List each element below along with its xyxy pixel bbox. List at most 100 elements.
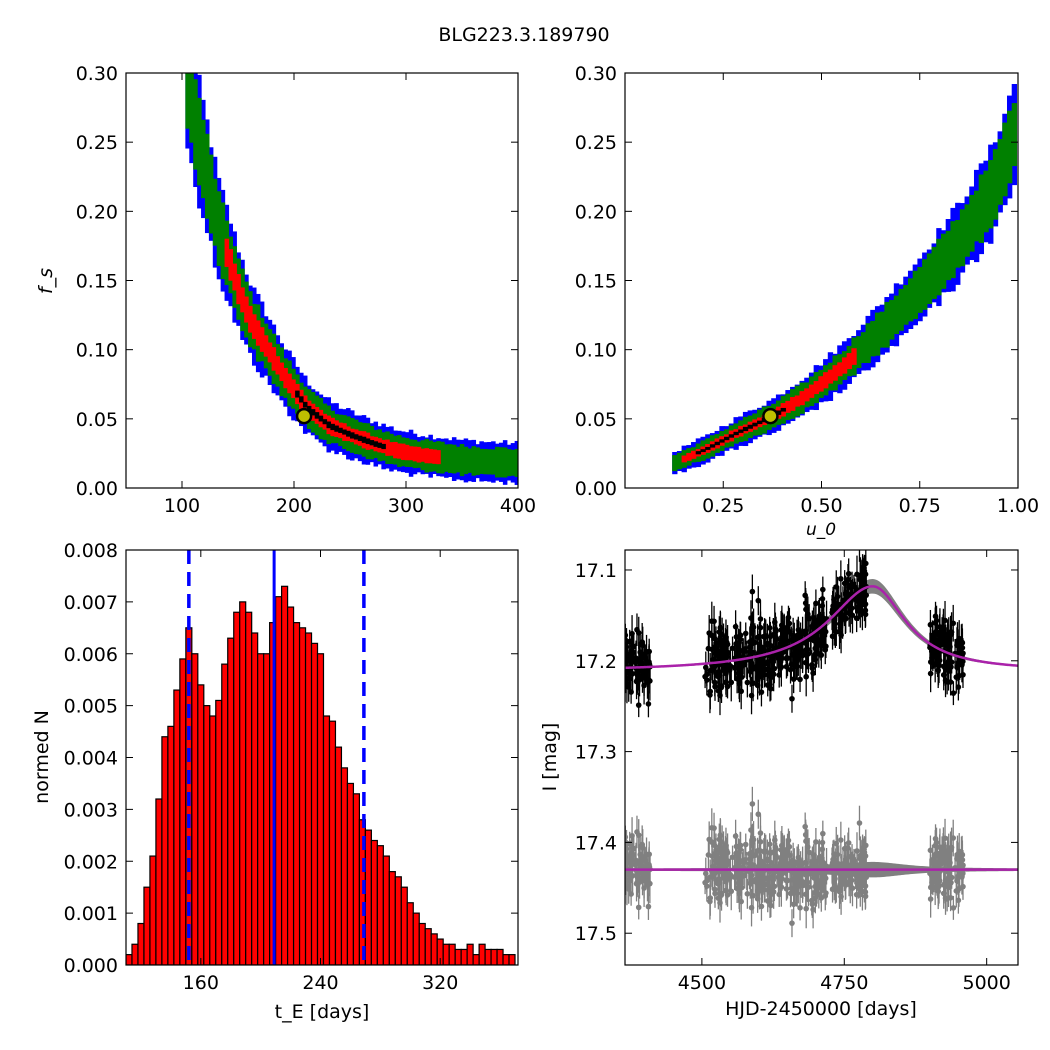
data-point xyxy=(797,647,804,653)
histogram-bar xyxy=(203,705,211,965)
x-tick-label: 4750 xyxy=(820,972,868,994)
histogram-bar xyxy=(364,829,372,965)
density-cell xyxy=(299,396,304,403)
residual-point xyxy=(838,837,844,843)
residual-point xyxy=(805,884,812,890)
histogram-bar xyxy=(251,632,259,965)
residual-point xyxy=(702,870,709,877)
data-point xyxy=(744,679,751,686)
density-cell xyxy=(357,435,363,442)
residual-point xyxy=(778,847,784,853)
residual-point xyxy=(845,840,852,846)
y-tick-label: 0.00 xyxy=(575,478,617,500)
residual-point xyxy=(820,875,826,881)
data-point xyxy=(634,626,640,633)
data-point xyxy=(752,663,759,670)
data-point xyxy=(794,657,800,663)
y-tick-label: 0.15 xyxy=(575,271,617,293)
data-point xyxy=(762,666,768,672)
y-tick-label: 0.002 xyxy=(64,851,118,873)
density-cell xyxy=(988,160,994,229)
density-cell xyxy=(969,194,975,252)
data-point xyxy=(625,632,629,639)
density-cell xyxy=(813,381,819,395)
data-point xyxy=(625,660,629,667)
data-point xyxy=(845,593,852,599)
data-point xyxy=(766,625,773,631)
residual-point xyxy=(752,876,759,883)
histogram-bar xyxy=(370,839,378,965)
density-cell xyxy=(350,432,355,439)
density-cell xyxy=(295,390,300,398)
density-cell xyxy=(922,259,928,310)
data-point xyxy=(719,631,725,638)
data-point xyxy=(702,673,708,680)
x-tick-label: 0.75 xyxy=(899,495,941,517)
density-cell xyxy=(393,441,398,459)
tE-fs-ylabel: f_s xyxy=(35,268,57,294)
residual-point xyxy=(636,879,643,885)
residual-point xyxy=(936,882,942,889)
histogram-bar xyxy=(149,855,157,965)
data-point xyxy=(750,680,756,687)
residual-point xyxy=(945,855,952,862)
density-cell xyxy=(705,446,711,450)
residual-point xyxy=(930,875,936,882)
density-cell xyxy=(491,449,496,475)
data-point xyxy=(945,643,951,649)
histogram-bar xyxy=(209,715,217,965)
residual-point xyxy=(732,833,739,839)
density-cell xyxy=(832,365,838,381)
model-curve xyxy=(625,585,1018,670)
x-tick-label: 100 xyxy=(164,495,200,517)
density-cell xyxy=(334,425,339,432)
density-cell xyxy=(714,441,720,446)
histogram-bar xyxy=(286,606,295,965)
histogram-bar xyxy=(406,902,414,965)
histogram-bar xyxy=(352,793,361,965)
data-point xyxy=(766,647,773,653)
data-point xyxy=(845,570,852,577)
density-cell xyxy=(785,400,791,413)
residual-point xyxy=(933,850,940,857)
density-cell xyxy=(475,447,480,475)
data-point xyxy=(627,676,633,682)
residual-point xyxy=(729,854,736,861)
y-tick-label: 0.10 xyxy=(76,340,118,362)
x-tick-label: 0.50 xyxy=(800,495,842,517)
residual-point xyxy=(748,872,755,879)
residual-point xyxy=(736,890,742,897)
y-tick-label: 17.2 xyxy=(575,651,617,673)
residual-point xyxy=(830,863,836,870)
density-cell xyxy=(917,266,923,313)
residual-point xyxy=(762,881,768,888)
residual-point xyxy=(927,896,934,902)
histogram-bar xyxy=(179,658,187,965)
histogram-ylabel: normed N xyxy=(31,710,53,804)
x-tick-label: 4500 xyxy=(678,972,726,994)
histogram-bar xyxy=(454,948,462,965)
density-cell xyxy=(799,391,805,406)
data-point xyxy=(790,632,796,639)
x-tick-label: 320 xyxy=(422,972,458,994)
density-cell xyxy=(244,296,249,323)
density-cell xyxy=(424,448,429,464)
density-cell xyxy=(306,405,312,413)
density-cell xyxy=(1011,103,1018,167)
density-cell xyxy=(322,419,328,425)
data-point xyxy=(755,597,762,604)
residual-point xyxy=(776,869,783,876)
histogram-bar xyxy=(340,767,349,965)
data-point xyxy=(625,653,631,659)
data-point xyxy=(742,630,749,637)
density-cell xyxy=(742,426,749,432)
residual-point xyxy=(741,872,748,879)
histogram-bar xyxy=(316,653,325,965)
density-cell xyxy=(440,441,445,474)
density-cell xyxy=(432,449,437,464)
y-tick-label: 17.3 xyxy=(575,742,617,764)
data-point xyxy=(787,666,794,673)
data-point xyxy=(829,633,836,640)
histogram-bar xyxy=(472,954,480,965)
residual-point xyxy=(861,846,867,853)
